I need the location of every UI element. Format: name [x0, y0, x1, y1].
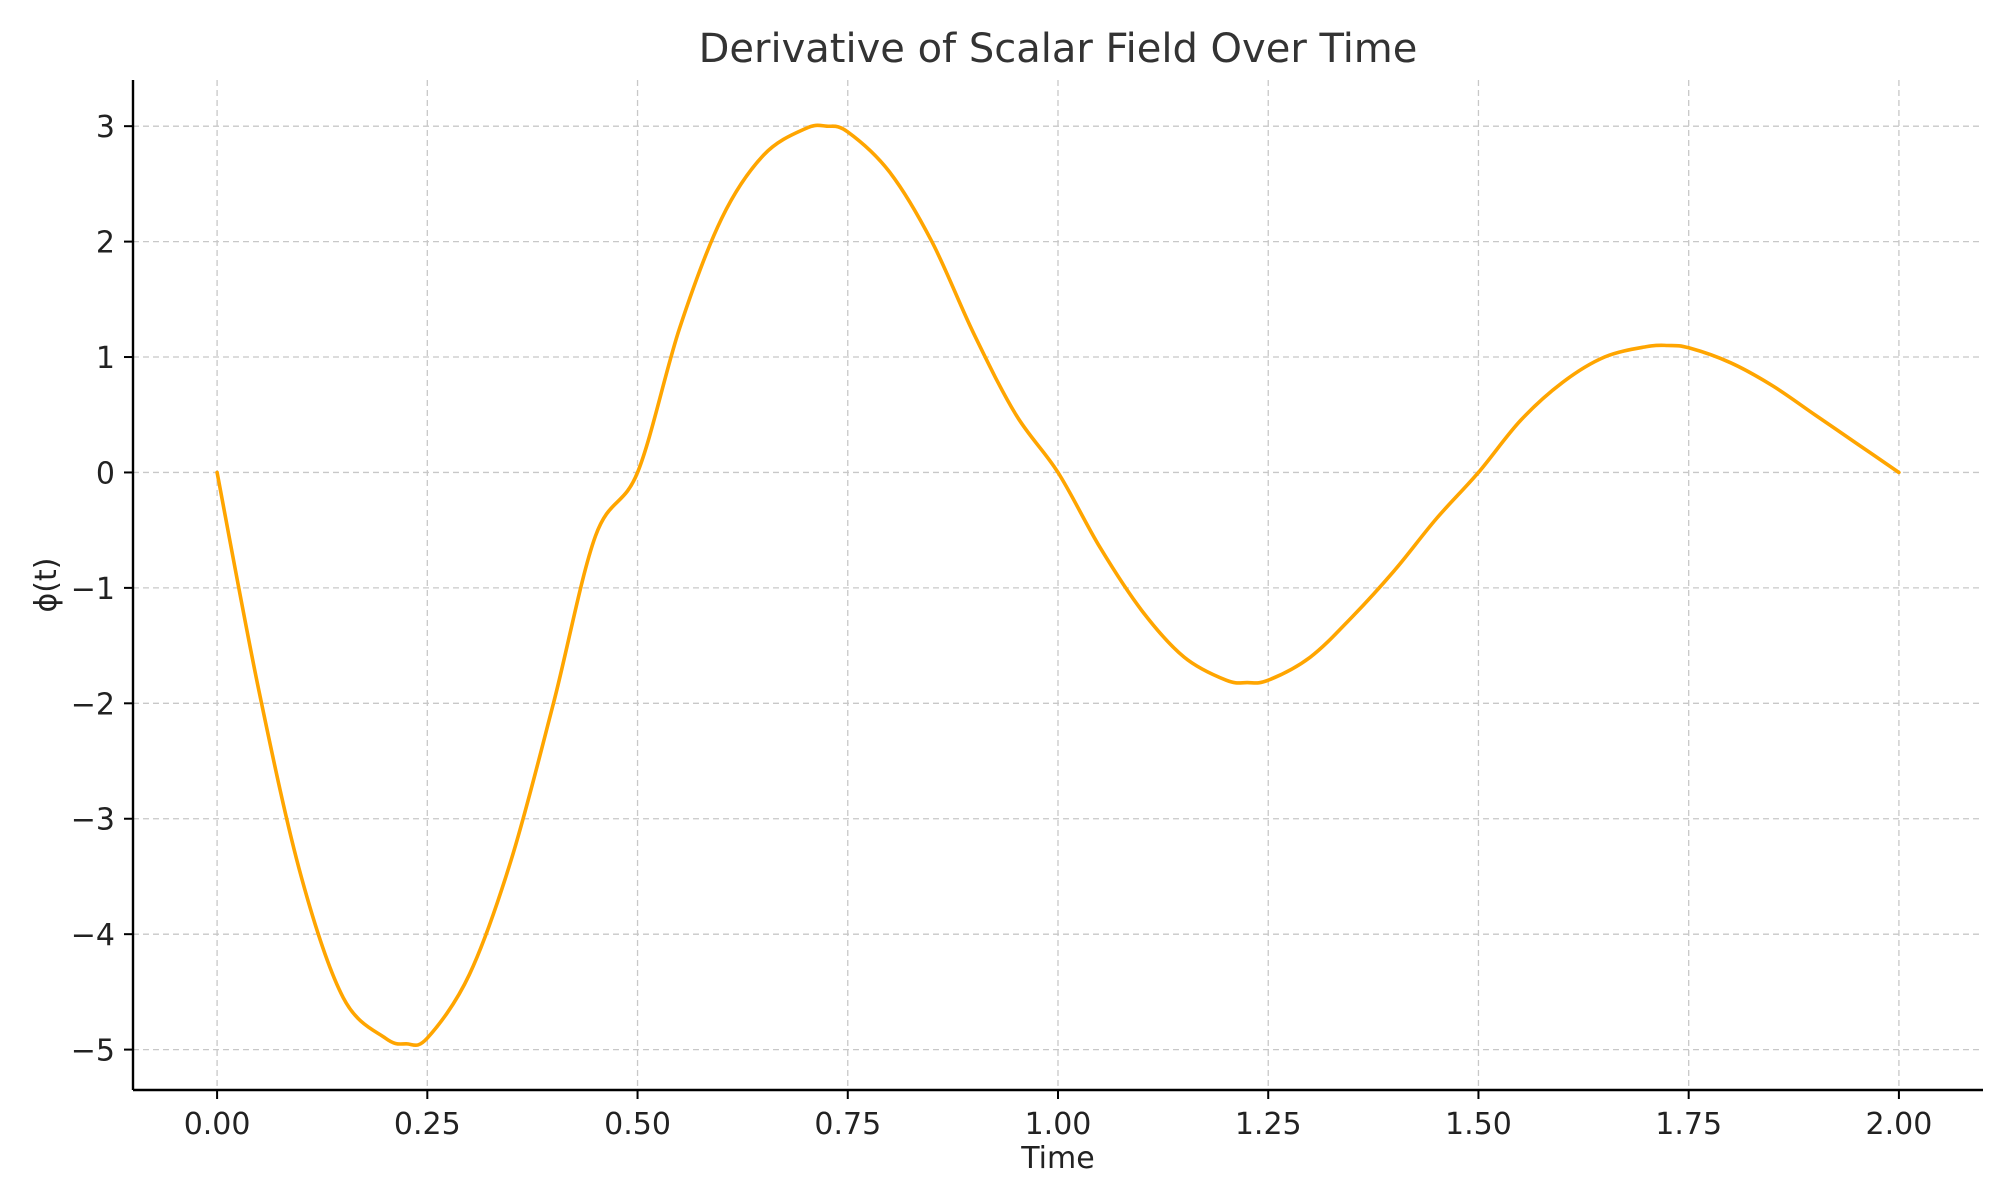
y-axis-ticks: −5 −4 −3 −2 −1 0 1 2 3 — [71, 110, 133, 1069]
y-tick-label: −3 — [71, 803, 115, 838]
x-tick-label: 0.50 — [604, 1107, 671, 1142]
x-tick-label: 1.75 — [1655, 1107, 1722, 1142]
x-tick-label: 0.25 — [394, 1107, 461, 1142]
y-tick-label: −1 — [71, 572, 115, 607]
y-tick-label: −2 — [71, 687, 115, 722]
x-tick-label: 2.00 — [1866, 1107, 1933, 1142]
x-tick-label: 0.00 — [184, 1107, 251, 1142]
y-tick-label: 0 — [96, 456, 115, 491]
x-axis-ticks: 0.00 0.25 0.50 0.75 1.00 1.25 1.50 1.75 2.00 — [184, 1090, 1933, 1142]
y-tick-label: −5 — [71, 1034, 115, 1069]
x-tick-label: 1.00 — [1025, 1107, 1092, 1142]
x-tick-label: 1.25 — [1235, 1107, 1302, 1142]
x-axis-label: Time — [1020, 1141, 1094, 1176]
grid-lines — [133, 80, 1983, 1090]
y-tick-label: 3 — [96, 110, 115, 145]
x-tick-label: 0.75 — [814, 1107, 881, 1142]
chart-title: Derivative of Scalar Field Over Time — [699, 26, 1418, 72]
series-line — [215, 123, 1901, 1048]
y-tick-label: 2 — [96, 226, 115, 261]
y-tick-label: −4 — [71, 918, 115, 953]
y-axis-label: ϕ(t) — [29, 558, 64, 613]
y-tick-label: 1 — [96, 341, 115, 376]
x-tick-label: 1.50 — [1445, 1107, 1512, 1142]
